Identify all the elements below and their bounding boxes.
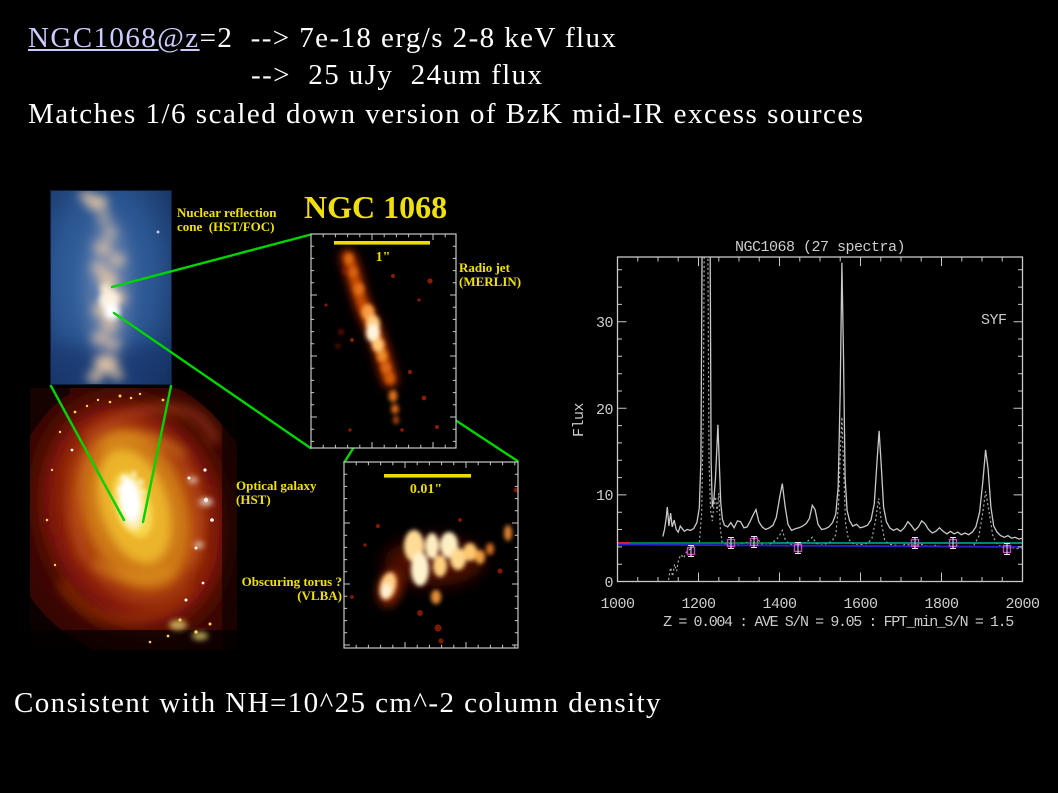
svg-text:1400: 1400 [762, 596, 797, 613]
svg-text:Flux: Flux [571, 403, 588, 438]
svg-text:(MERLIN): (MERLIN) [459, 274, 521, 289]
svg-text:1000: 1000 [600, 596, 635, 613]
svg-text:10: 10 [596, 488, 614, 505]
svg-text:cone (HST/FOC): cone (HST/FOC) [177, 219, 275, 234]
svg-text:20: 20 [596, 402, 614, 419]
svg-text:1800: 1800 [924, 596, 959, 613]
svg-text:NGC1068 (27 spectra): NGC1068 (27 spectra) [735, 239, 905, 256]
svg-text:(HST): (HST) [236, 492, 271, 507]
svg-text:1200: 1200 [681, 596, 716, 613]
svg-text:NGC 1068: NGC 1068 [304, 189, 447, 225]
svg-text:Z = 0.004 : AVE S/N = 9.05 :: Z = 0.004 : AVE S/N = 9.05 : FPT_min_S/N… [663, 614, 1014, 631]
svg-text:1": 1" [376, 250, 391, 265]
svg-text:Nuclear reflection: Nuclear reflection [177, 205, 277, 220]
svg-text:30: 30 [596, 315, 614, 332]
svg-text:2000: 2000 [1005, 596, 1040, 613]
svg-text:0: 0 [604, 575, 613, 592]
svg-text:1600: 1600 [843, 596, 878, 613]
svg-text:SYF: SYF [981, 312, 1007, 329]
svg-text:Obscuring torus ?: Obscuring torus ? [242, 574, 342, 589]
svg-text:(VLBA): (VLBA) [297, 588, 342, 603]
svg-text:Optical galaxy: Optical galaxy [236, 478, 317, 493]
svg-text:Radio jet: Radio jet [459, 260, 511, 275]
svg-text:0.01": 0.01" [410, 482, 442, 497]
